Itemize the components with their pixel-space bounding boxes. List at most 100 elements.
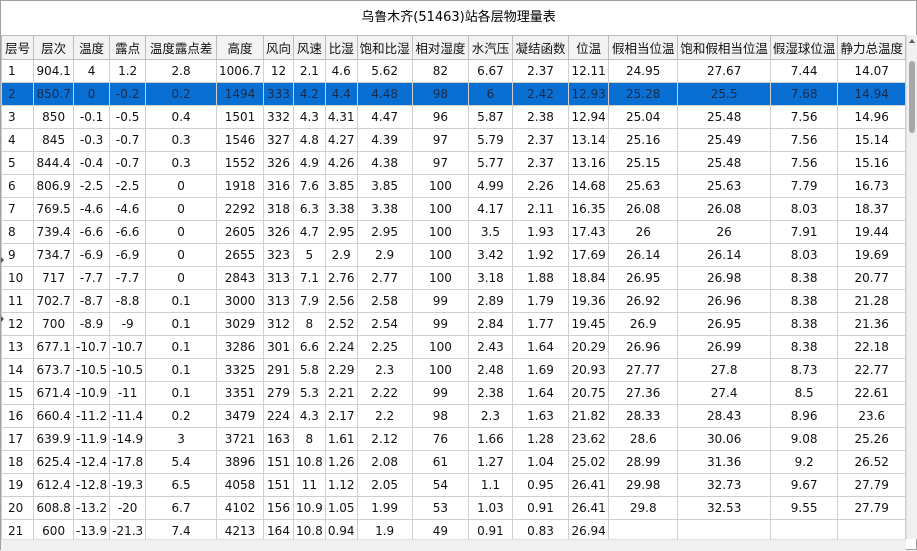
table-cell[interactable]: 2.76 bbox=[324, 266, 358, 290]
table-cell[interactable]: 27.77 bbox=[608, 358, 679, 382]
table-cell[interactable]: 0 bbox=[145, 197, 217, 221]
table-cell[interactable]: 1.64 bbox=[511, 381, 570, 405]
table-cell[interactable]: 26.14 bbox=[608, 243, 679, 267]
column-header[interactable]: 露点 bbox=[109, 35, 147, 60]
table-cell[interactable]: -6.6 bbox=[73, 220, 111, 244]
table-cell[interactable]: 19.44 bbox=[837, 220, 906, 244]
table-cell[interactable]: 2.42 bbox=[511, 82, 570, 106]
table-cell[interactable]: -12.8 bbox=[73, 473, 111, 497]
table-cell[interactable]: 5.87 bbox=[468, 105, 513, 129]
table-cell[interactable]: 2.8 bbox=[145, 59, 217, 83]
table-cell[interactable]: 2.3 bbox=[356, 358, 413, 382]
table-cell[interactable]: 30.06 bbox=[677, 427, 771, 451]
vertical-scrollbar[interactable] bbox=[906, 35, 917, 539]
table-cell[interactable]: 0.4 bbox=[145, 105, 217, 129]
table-cell[interactable]: 4058 bbox=[216, 473, 264, 497]
table-cell[interactable]: 1.77 bbox=[511, 312, 570, 336]
table-cell[interactable]: 14.68 bbox=[568, 174, 610, 198]
table-cell[interactable]: 49 bbox=[411, 519, 470, 539]
table-cell[interactable]: 26.96 bbox=[677, 289, 771, 313]
table-cell[interactable]: 4.27 bbox=[324, 128, 358, 152]
table-cell[interactable]: 7.44 bbox=[769, 59, 839, 83]
table-row[interactable]: 5 844.4 -0.4 -0.7 0.3 1552 326 4.9 4.26 4.38 97 5.7… bbox=[1, 151, 906, 175]
table-cell[interactable]: 23.6 bbox=[837, 404, 906, 428]
table-row[interactable]: 3 850 -0.1 -0.5 0.4 1501 332 4.3 4.31 4.47 96 5.87 2… bbox=[1, 105, 906, 129]
table-cell[interactable]: 1546 bbox=[216, 128, 264, 152]
table-cell[interactable]: 25.02 bbox=[568, 450, 610, 474]
table-cell[interactable]: 2.48 bbox=[468, 358, 513, 382]
table-cell[interactable]: 7.56 bbox=[769, 105, 839, 129]
table-cell[interactable]: 2.58 bbox=[356, 289, 413, 313]
row-number-cell[interactable]: 18 bbox=[1, 450, 35, 474]
table-cell[interactable]: 61 bbox=[411, 450, 470, 474]
table-cell[interactable]: 1.28 bbox=[511, 427, 570, 451]
table-cell[interactable]: 2.77 bbox=[356, 266, 413, 290]
table-cell[interactable]: 25.63 bbox=[677, 174, 771, 198]
table-cell[interactable]: 4.99 bbox=[468, 174, 513, 198]
table-cell[interactable]: -0.3 bbox=[73, 128, 111, 152]
table-cell[interactable]: 2.1 bbox=[293, 59, 326, 83]
table-cell[interactable]: 0.1 bbox=[145, 289, 217, 313]
table-cell[interactable]: 0.1 bbox=[145, 358, 217, 382]
table-row[interactable]: 18 625.4 -12.4 -17.8 5.4 3896 151 10.8 1.26 2.08 6… bbox=[1, 450, 906, 474]
table-cell[interactable]: 7.56 bbox=[769, 128, 839, 152]
table-cell[interactable]: 97 bbox=[411, 128, 470, 152]
table-cell[interactable]: 4.47 bbox=[356, 105, 413, 129]
table-cell[interactable]: 25.49 bbox=[677, 128, 771, 152]
table-cell[interactable]: 14.96 bbox=[837, 105, 906, 129]
table-cell[interactable]: 10.8 bbox=[293, 519, 326, 539]
table-cell[interactable]: 660.4 bbox=[33, 404, 75, 428]
table-cell[interactable]: 1.93 bbox=[511, 220, 570, 244]
table-cell[interactable]: 100 bbox=[411, 220, 470, 244]
table-cell[interactable]: 1.64 bbox=[511, 335, 570, 359]
table-row[interactable]: 14 673.7 -10.5 -10.5 0.1 3325 291 5.8 2.29 2.3 100… bbox=[1, 358, 906, 382]
table-cell[interactable]: 600 bbox=[33, 519, 75, 539]
table-cell[interactable]: 6.3 bbox=[293, 197, 326, 221]
table-cell[interactable]: 3.85 bbox=[356, 174, 413, 198]
table-cell[interactable]: 2.54 bbox=[356, 312, 413, 336]
table-cell[interactable]: 0 bbox=[145, 266, 217, 290]
table-cell[interactable]: 0 bbox=[145, 243, 217, 267]
column-header[interactable]: 层号 bbox=[1, 35, 35, 60]
table-row[interactable]: 19 612.4 -12.8 -19.3 6.5 4058 151 11 1.12 2.05 54 1… bbox=[1, 473, 906, 497]
table-cell[interactable]: 2.38 bbox=[468, 381, 513, 405]
table-cell[interactable]: 24.95 bbox=[608, 59, 679, 83]
table-cell[interactable]: 1.79 bbox=[511, 289, 570, 313]
scroll-up-icon[interactable] bbox=[909, 39, 915, 43]
table-cell[interactable]: 0 bbox=[145, 220, 217, 244]
column-header[interactable]: 风速 bbox=[293, 35, 326, 60]
table-cell[interactable]: 4213 bbox=[216, 519, 264, 539]
column-header[interactable]: 水汽压 bbox=[468, 35, 513, 60]
table-cell[interactable]: 11 bbox=[293, 473, 326, 497]
table-cell[interactable]: 29.8 bbox=[608, 496, 679, 520]
table-cell[interactable]: 27.8 bbox=[677, 358, 771, 382]
table-cell[interactable]: 639.9 bbox=[33, 427, 75, 451]
table-cell[interactable]: 20.77 bbox=[837, 266, 906, 290]
table-cell[interactable]: 4.9 bbox=[293, 151, 326, 175]
table-cell[interactable]: 844.4 bbox=[33, 151, 75, 175]
table-cell[interactable]: 850 bbox=[33, 105, 75, 129]
table-row[interactable]: 12 700 -8.9 -9 0.1 3029 312 8 2.52 2.54 99 2.84 1.77… bbox=[1, 312, 906, 336]
table-cell[interactable]: 26.99 bbox=[677, 335, 771, 359]
table-cell[interactable]: 8.38 bbox=[769, 289, 839, 313]
table-cell[interactable]: 0 bbox=[73, 82, 111, 106]
table-cell[interactable]: 3286 bbox=[216, 335, 264, 359]
table-cell[interactable]: 100 bbox=[411, 266, 470, 290]
table-cell[interactable]: 16.73 bbox=[837, 174, 906, 198]
table-cell[interactable]: 2.22 bbox=[356, 381, 413, 405]
column-header[interactable]: 假相当位温 bbox=[608, 35, 679, 60]
table-cell[interactable]: 8.96 bbox=[769, 404, 839, 428]
table-cell[interactable]: -10.7 bbox=[109, 335, 147, 359]
table-cell[interactable]: 326 bbox=[262, 220, 295, 244]
table-cell[interactable]: -13.2 bbox=[73, 496, 111, 520]
table-cell[interactable]: 625.4 bbox=[33, 450, 75, 474]
table-cell[interactable]: 2.29 bbox=[324, 358, 358, 382]
table-cell[interactable]: 0.94 bbox=[324, 519, 358, 539]
table-cell[interactable]: 7.79 bbox=[769, 174, 839, 198]
table-cell[interactable]: 26.94 bbox=[568, 519, 610, 539]
table-cell[interactable]: 17.43 bbox=[568, 220, 610, 244]
table-cell[interactable]: 1.92 bbox=[511, 243, 570, 267]
table-cell[interactable]: 22.18 bbox=[837, 335, 906, 359]
table-cell[interactable]: 845 bbox=[33, 128, 75, 152]
table-row[interactable]: 15 671.4 -10.9 -11 0.1 3351 279 5.3 2.21 2.22 99 2.… bbox=[1, 381, 906, 405]
